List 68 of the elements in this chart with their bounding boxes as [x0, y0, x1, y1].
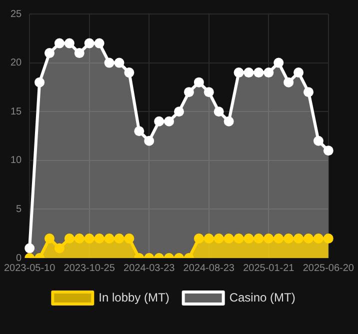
point: [54, 243, 64, 254]
legend-label: Casino (MT): [229, 290, 296, 304]
point: [234, 233, 244, 244]
point: [264, 68, 274, 78]
point: [304, 233, 314, 244]
point: [284, 77, 294, 88]
point: [323, 146, 334, 156]
point: [274, 233, 284, 244]
point: [313, 136, 324, 146]
point: [304, 87, 314, 98]
point: [24, 243, 35, 254]
point: [323, 233, 334, 244]
point: [214, 233, 224, 244]
point: [244, 68, 254, 78]
point: [144, 136, 154, 146]
y-tick-label: 5: [16, 204, 22, 215]
x-tick-label: 2025-01-21: [243, 262, 295, 274]
point: [274, 58, 284, 68]
legend-label: In lobby (MT): [98, 290, 170, 304]
point: [224, 233, 234, 244]
x-tick-label: 2024-03-23: [124, 262, 176, 274]
point: [164, 116, 174, 126]
x-tick-label: 2023-05-10: [4, 262, 56, 274]
y-tick-label: 15: [10, 106, 22, 118]
point: [194, 77, 204, 88]
point: [124, 68, 134, 78]
point: [313, 233, 324, 244]
point: [184, 87, 194, 98]
point: [194, 233, 204, 244]
x-tick-label: 2024-08-23: [183, 262, 235, 274]
point: [94, 38, 104, 48]
point: [114, 233, 124, 244]
point: [64, 38, 74, 48]
point: [174, 106, 184, 117]
point: [34, 77, 45, 88]
x-tick-label: 2025-06-20: [302, 262, 354, 274]
point: [234, 68, 244, 78]
point: [84, 233, 94, 244]
point: [294, 68, 304, 78]
point: [74, 48, 84, 58]
point: [124, 233, 134, 244]
point: [154, 116, 164, 126]
y-tick-label: 10: [10, 155, 22, 166]
point: [114, 58, 124, 68]
point: [214, 106, 224, 117]
point: [264, 233, 274, 244]
point: [54, 38, 64, 48]
point: [244, 233, 254, 244]
point: [254, 233, 264, 244]
point: [204, 87, 214, 98]
x-tick-label: 2023-10-25: [64, 262, 116, 274]
y-tick-label: 0: [16, 252, 22, 264]
point: [254, 68, 264, 78]
point: [224, 116, 234, 126]
point: [94, 233, 104, 244]
point: [64, 233, 74, 244]
y-tick-label: 25: [10, 8, 22, 20]
y-tick-label: 20: [10, 58, 22, 69]
point: [104, 233, 114, 244]
point: [134, 126, 144, 136]
point: [44, 233, 54, 244]
point: [284, 233, 294, 244]
point: [74, 233, 84, 244]
point: [44, 48, 54, 58]
point: [294, 233, 304, 244]
point: [104, 58, 114, 68]
point: [84, 38, 94, 48]
point: [204, 233, 214, 244]
